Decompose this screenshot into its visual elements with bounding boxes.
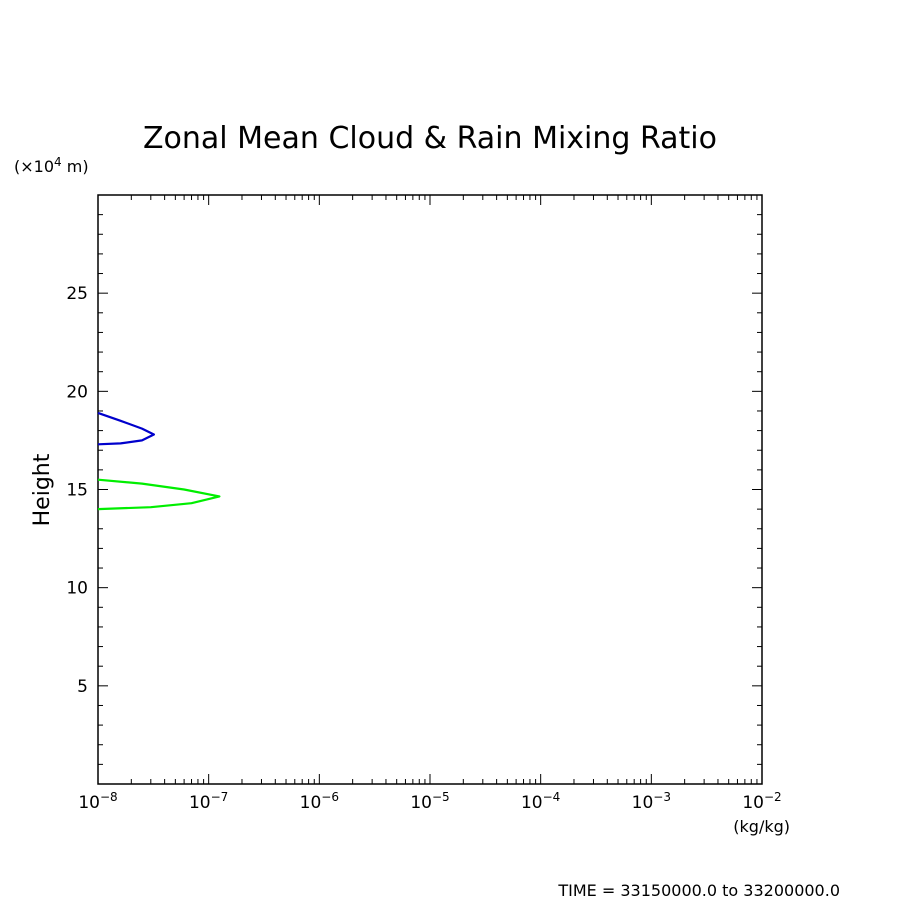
x-tick-label: 10−6 — [300, 790, 339, 813]
y-tick-label: 25 — [66, 284, 88, 304]
x-tick-label: 10−7 — [189, 790, 228, 813]
series-lines — [97, 411, 221, 511]
x-tick-label: 10−5 — [410, 790, 449, 813]
time-range-label: TIME = 33150000.0 to 33200000.0 — [557, 881, 840, 900]
y-tick-label: 15 — [66, 481, 88, 501]
y-tick-label: 10 — [66, 579, 88, 599]
y-tick-label: 20 — [66, 382, 88, 402]
x-axis-label: (kg/kg) — [733, 817, 790, 836]
y-tick-label: 5 — [77, 677, 88, 697]
x-tick-labels: 10−8 10−7 10−6 10−5 10−4 10−3 10−2 — [78, 790, 781, 813]
y-tick-labels: 5 10 15 20 25 — [66, 284, 88, 697]
series-line-2 — [97, 478, 221, 511]
tick-marks — [97, 195, 763, 784]
x-tick-label: 10−2 — [742, 790, 781, 813]
plot-frame — [97, 194, 763, 785]
x-tick-label: 10−3 — [632, 790, 671, 813]
x-tick-label: 10−4 — [521, 790, 560, 813]
chart-title: Zonal Mean Cloud & Rain Mixing Ratio — [143, 121, 717, 156]
y-axis-label: Height — [30, 453, 55, 526]
y-unit-label: (×104 m) — [14, 155, 89, 176]
x-tick-label: 10−8 — [78, 790, 117, 813]
series-line-1 — [97, 411, 155, 446]
